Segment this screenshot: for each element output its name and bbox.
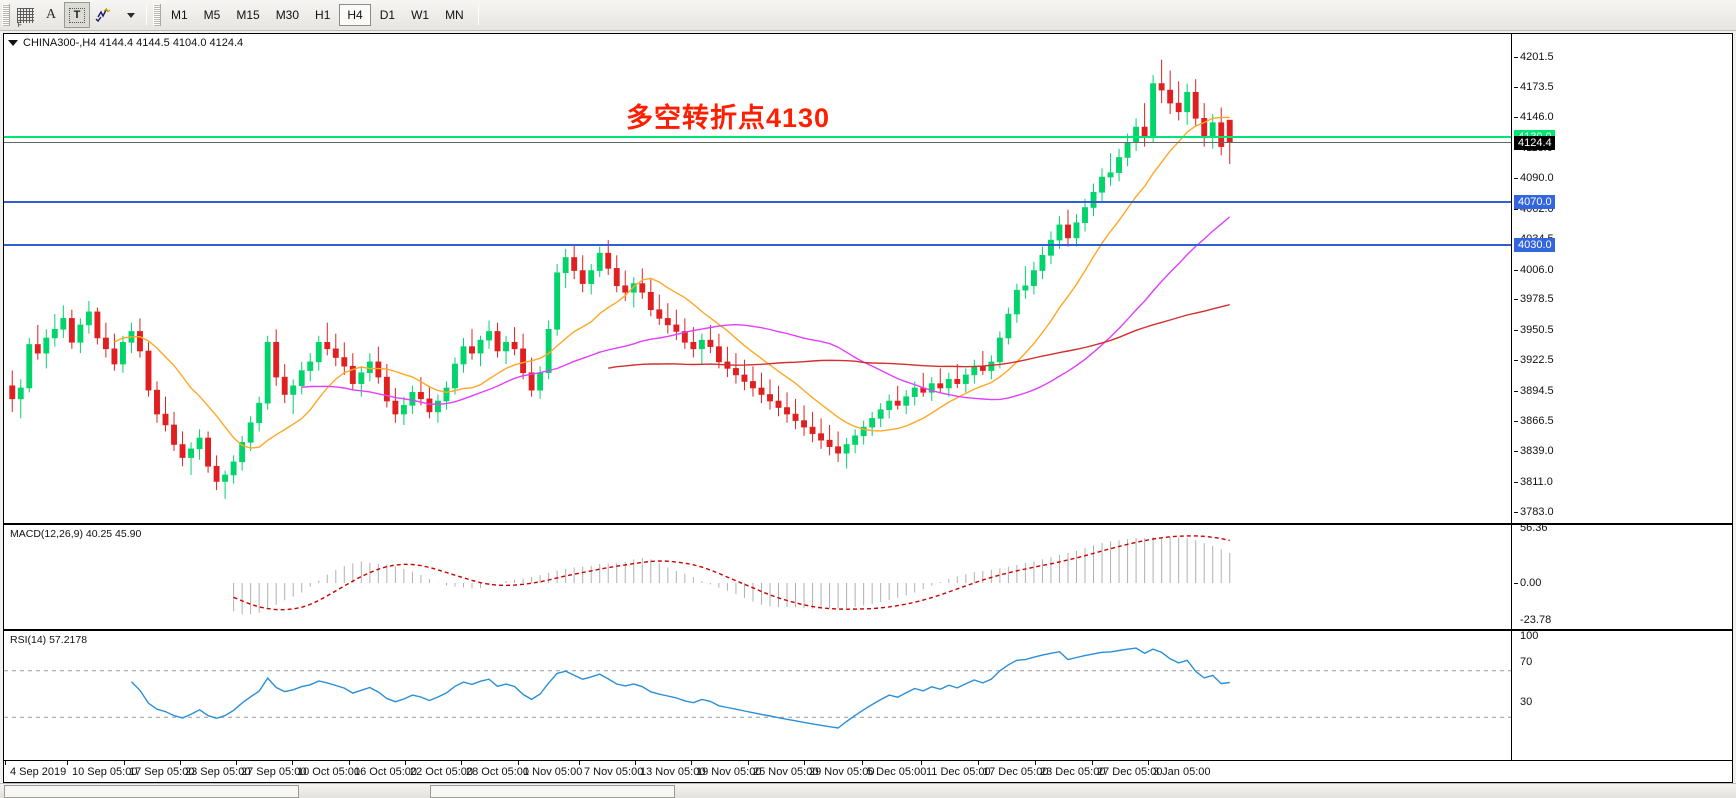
time-tick-label: 23 Dec 05:00 (1035, 761, 1105, 778)
text-label-icon[interactable]: A (45, 7, 57, 22)
time-tick-label: 10 Oct 05:00 (292, 761, 360, 778)
candlestick-series (9, 59, 1233, 499)
timeframe-button-h1[interactable]: H1 (315, 8, 331, 22)
taskbar (0, 783, 1736, 798)
price-tick-label: 3783.0 (1514, 506, 1554, 518)
timeframe-button-m1[interactable]: M1 (171, 8, 188, 22)
pane-separator-macd[interactable] (4, 523, 1732, 525)
macd-tick-label: 56.36 (1520, 522, 1548, 534)
macd-tick-label: -23.78 (1520, 614, 1552, 626)
last-price-badge: 4124.4 (1514, 135, 1555, 150)
price-tick-label: 3978.5 (1514, 293, 1554, 305)
price-axis-divider (1511, 34, 1512, 760)
rsi-tick-label: 30 (1520, 696, 1533, 708)
level-badge-support-blue-2[interactable]: 4030.0 (1514, 238, 1555, 253)
time-tick-label: 11 Dec 05:00 (921, 761, 991, 778)
symbol-header: CHINA300-,H4 4144.4 4144.5 4104.0 4124.4 (8, 37, 243, 49)
time-tick-label: 13 Nov 05:00 (635, 761, 705, 778)
chart-annotation-text[interactable]: 多空转折点4130 (626, 103, 831, 133)
time-tick-label: 29 Nov 05:00 (804, 761, 874, 778)
price-tick-label: 4173.5 (1514, 81, 1554, 93)
timeframe-button-m30[interactable]: M30 (275, 8, 300, 22)
toolbar-divider-2 (477, 5, 479, 25)
price-tick-label: 3950.5 (1514, 324, 1554, 336)
price-tick-label: 3894.5 (1514, 385, 1554, 397)
time-tick-label: 5 Dec 05:00 (862, 761, 926, 778)
price-tick-label: 4146.0 (1514, 111, 1554, 123)
objects-icon[interactable] (90, 2, 116, 28)
time-tick-label: 28 Oct 05:00 (461, 761, 529, 778)
macd-label: MACD(12,26,9) 40.25 45.90 (10, 528, 142, 540)
price-tick-label: 4201.5 (1514, 51, 1554, 63)
rsi-tick-label: 70 (1520, 656, 1533, 668)
timeframe-button-m15[interactable]: M15 (236, 8, 260, 22)
crosshair-f-icon[interactable] (12, 2, 38, 29)
pane-separator-rsi[interactable] (4, 629, 1732, 631)
price-tick-label: 3811.0 (1514, 476, 1553, 488)
timeframe-group: M1 M5 M15 M30 H1 H4 D1 W1 MN (163, 4, 472, 26)
toolbar-grip-2[interactable] (153, 4, 161, 26)
timeframe-button-h4[interactable]: H4 (339, 4, 371, 26)
rsi-label: RSI(14) 57.2178 (10, 634, 88, 646)
text-box-icon[interactable]: T (64, 2, 90, 28)
macd-pane[interactable] (4, 525, 1511, 629)
timeframe-button-w1[interactable]: W1 (411, 8, 430, 22)
chart-canvas[interactable]: CHINA300-,H4 4144.4 4144.5 4104.0 4124.4… (3, 33, 1733, 761)
time-tick-label: 25 Nov 05:00 (748, 761, 818, 778)
time-tick-label: 22 Oct 05:00 (405, 761, 473, 778)
time-tick-label: 27 Dec 05:00 (1092, 761, 1162, 778)
toolbar-divider (146, 5, 147, 25)
price-tick-label: 4006.0 (1514, 264, 1554, 276)
taskbar-window-2[interactable] (430, 785, 675, 798)
last-price-line (4, 141, 1511, 143)
level-line-support-blue-2[interactable] (4, 244, 1511, 247)
chart-toolbar: A T M1 M5 M15 M30 H1 H4 D1 W1 MN (0, 0, 1736, 31)
taskbar-window-1[interactable] (4, 785, 299, 798)
level-badge-support-blue-1[interactable]: 4070.0 (1514, 194, 1555, 209)
time-tick-label: 19 Nov 05:00 (691, 761, 761, 778)
time-tick-label: 17 Dec 05:00 (978, 761, 1048, 778)
symbol-header-text: CHINA300-,H4 4144.4 4144.5 4104.0 4124.4 (23, 37, 244, 49)
dropdown-caret-icon[interactable] (116, 2, 142, 28)
time-tick-label: 4 Sep 2019 (5, 761, 66, 778)
time-tick-label: 3 Jan 05:00 (1148, 761, 1211, 778)
price-pane[interactable] (4, 34, 1511, 523)
price-tick-label: 3866.5 (1514, 415, 1554, 427)
time-tick-label: 10 Sep 05:00 (67, 761, 137, 778)
macd-tick-label: 0.00 (1514, 577, 1541, 589)
level-line-resistance-green[interactable] (4, 135, 1511, 138)
rsi-series (4, 647, 1511, 729)
rsi-pane[interactable] (4, 631, 1511, 760)
timeframe-button-d1[interactable]: D1 (379, 8, 396, 22)
time-tick-label: 16 Oct 05:00 (349, 761, 417, 778)
toolbar-grip-1[interactable] (2, 4, 10, 26)
time-tick-label: 17 Sep 05:00 (124, 761, 194, 778)
price-tick-label: 3922.5 (1514, 354, 1554, 366)
price-tick-label: 3839.0 (1514, 445, 1554, 457)
collapse-caret-icon[interactable] (8, 40, 18, 46)
time-tick-label: 23 Sep 05:00 (180, 761, 250, 778)
timeframe-button-mn[interactable]: MN (445, 8, 464, 22)
time-axis[interactable]: 4 Sep 2019 10 Sep 05:00 17 Sep 05:00 23 Sep… (3, 761, 1733, 783)
time-tick-label: 1 Nov 05:00 (518, 761, 582, 778)
rsi-tick-label: 100 (1520, 630, 1539, 642)
level-line-support-blue-1[interactable] (4, 200, 1511, 203)
price-tick-label: 4090.0 (1514, 172, 1554, 184)
time-tick-label: 27 Sep 05:00 (236, 761, 306, 778)
macd-series (233, 535, 1231, 615)
time-tick-label: 7 Nov 05:00 (579, 761, 643, 778)
timeframe-button-m5[interactable]: M5 (203, 8, 221, 22)
